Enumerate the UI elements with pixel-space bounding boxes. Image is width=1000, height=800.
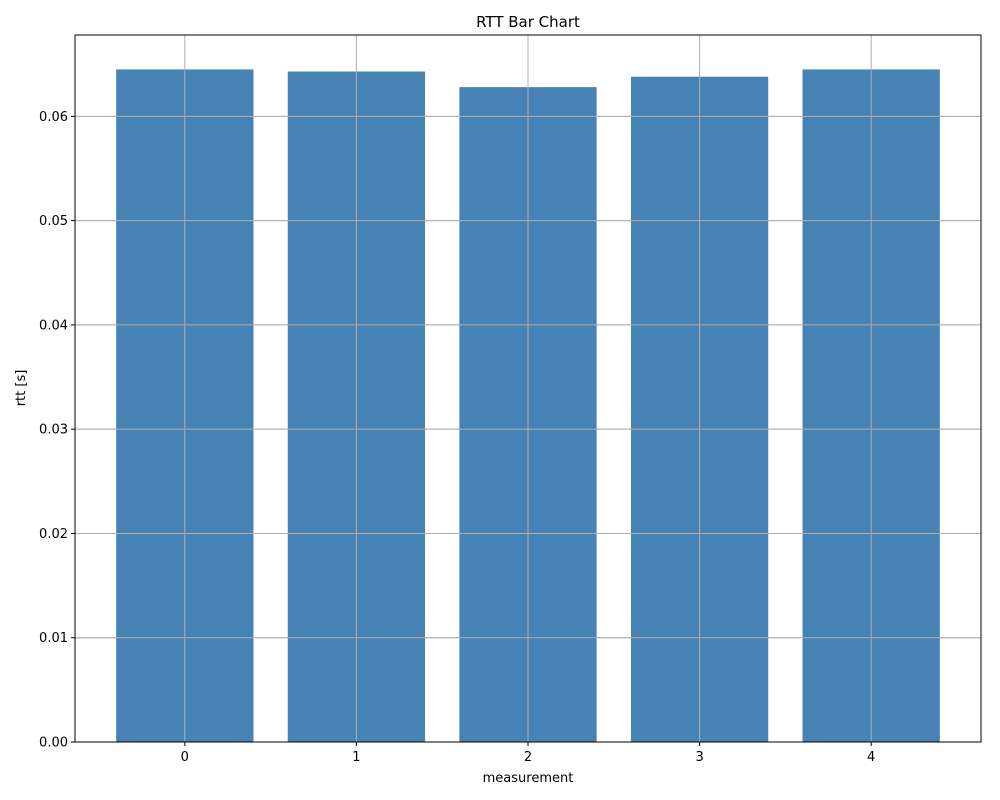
y-tick-label: 0.02 [39,527,68,542]
x-tick-label: 0 [181,750,189,765]
y-axis-ticks: 0.00 0.01 0.02 0.03 0.04 0.05 0.06 [39,110,75,751]
y-tick-label: 0.05 [39,214,68,229]
x-axis-ticks: 0 1 2 3 4 [181,742,875,765]
chart-title: RTT Bar Chart [476,13,580,31]
y-tick-label: 0.00 [39,736,68,751]
x-tick-label: 1 [352,750,360,765]
y-tick-label: 0.01 [39,631,68,646]
y-tick-label: 0.06 [39,110,68,125]
x-tick-label: 3 [695,750,703,765]
y-axis-label: rtt [s] [14,370,29,407]
y-tick-label: 0.03 [39,423,68,438]
x-tick-label: 2 [524,750,532,765]
x-axis-label: measurement [483,771,574,786]
y-tick-label: 0.04 [39,318,68,333]
x-tick-label: 4 [867,750,875,765]
